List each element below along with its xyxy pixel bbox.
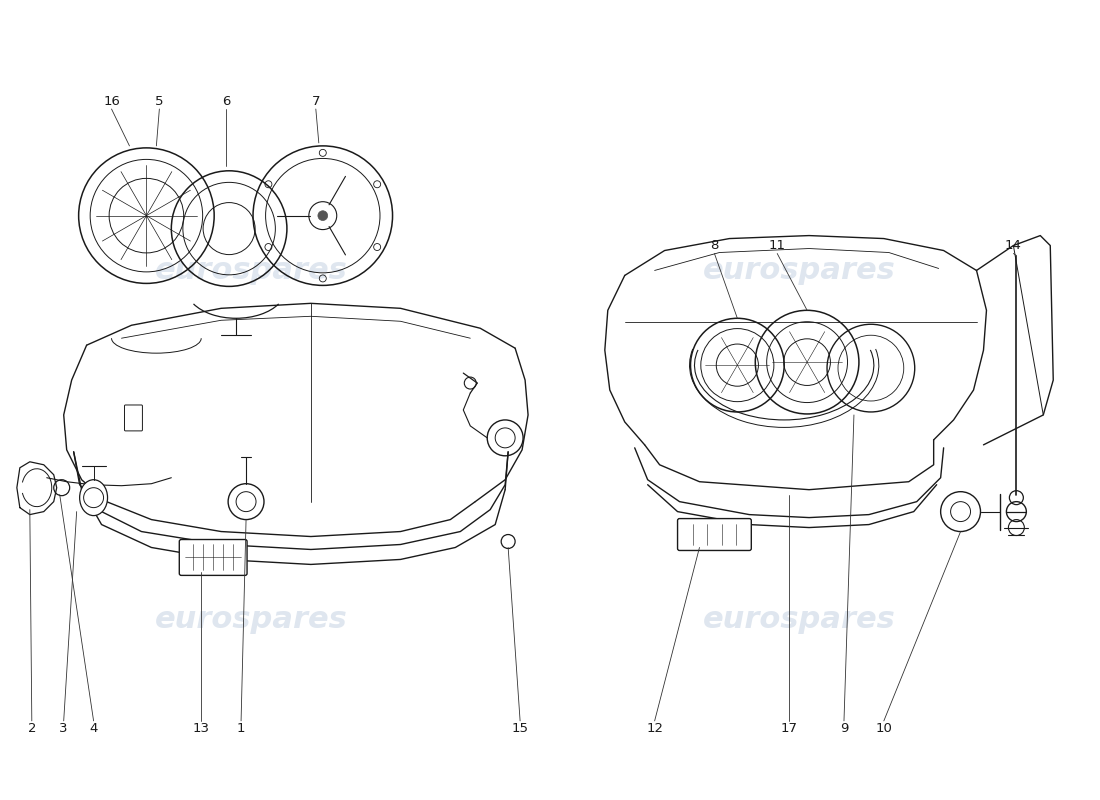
Text: 1: 1: [236, 722, 245, 735]
Text: 17: 17: [781, 722, 798, 735]
Text: eurospares: eurospares: [155, 605, 348, 634]
Text: eurospares: eurospares: [703, 256, 895, 285]
Text: 5: 5: [155, 94, 164, 107]
Ellipse shape: [79, 480, 108, 515]
FancyBboxPatch shape: [179, 539, 248, 575]
Text: 15: 15: [512, 722, 529, 735]
Text: 6: 6: [222, 94, 230, 107]
Text: 2: 2: [28, 722, 36, 735]
Text: 10: 10: [876, 722, 892, 735]
FancyBboxPatch shape: [124, 405, 142, 431]
Text: eurospares: eurospares: [155, 256, 348, 285]
Text: 13: 13: [192, 722, 210, 735]
Text: 4: 4: [89, 722, 98, 735]
Text: 9: 9: [839, 722, 848, 735]
Text: 11: 11: [769, 239, 785, 252]
Circle shape: [318, 210, 328, 221]
Text: 7: 7: [311, 94, 320, 107]
Text: 16: 16: [103, 94, 120, 107]
Text: eurospares: eurospares: [703, 605, 895, 634]
Text: 8: 8: [711, 239, 718, 252]
FancyBboxPatch shape: [678, 518, 751, 550]
Text: 14: 14: [1005, 239, 1022, 252]
Text: 3: 3: [59, 722, 68, 735]
Text: 12: 12: [646, 722, 663, 735]
